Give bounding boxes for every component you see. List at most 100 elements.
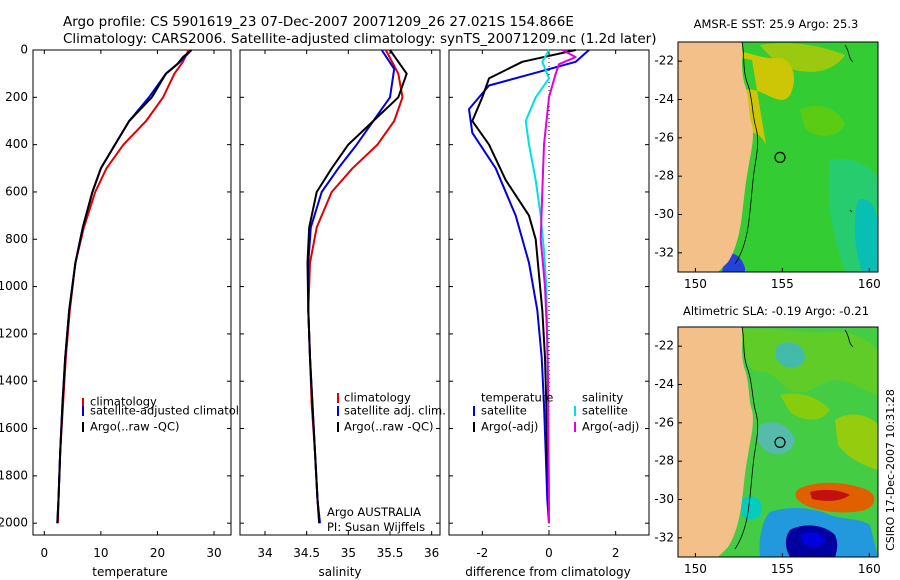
y-tick-label: 1400 [0, 374, 28, 388]
legend-label-sal-argo: Argo(-adj) [582, 420, 639, 434]
legend-label-climatology: climatology [344, 391, 411, 405]
map-x-tick-label: 150 [684, 277, 707, 291]
sla-reef-outline [844, 329, 854, 348]
header-line2: Climatology: CARS2006. Satellite-adjuste… [63, 31, 656, 47]
sla-coastal-low [740, 496, 762, 520]
legend-group-temperature: temperature [481, 391, 553, 405]
x-tick-label: 0 [545, 546, 553, 560]
y-tick-label: 1000 [0, 279, 28, 293]
temperature-series [56, 49, 193, 524]
sla-low-patch-2 [757, 422, 795, 455]
legend-label-climatology: climatology [90, 395, 157, 409]
map-x-tick-label: 160 [858, 562, 881, 576]
sst-map-ticks: 150 155 160 -22 -24 -26 -28 -30 -32 [654, 54, 880, 291]
sla-low-patch [775, 342, 805, 368]
sst-isobath-line [734, 42, 759, 265]
map-y-tick-label: -22 [654, 54, 674, 68]
credit-line1: Argo AUSTRALIA [327, 505, 421, 519]
sst-argo-marker [774, 151, 786, 164]
x-tick-label: 34.5 [293, 546, 320, 560]
x-tick-label: 30 [206, 546, 221, 560]
sla-mid-patch-2 [835, 414, 878, 470]
difference-legend: temperature satellite Argo(-adj) salinit… [473, 391, 639, 434]
sst-land [678, 42, 753, 272]
sla-mid-patch [780, 393, 830, 420]
x-tick-label: 10 [93, 546, 108, 560]
y-tick-label: 400 [5, 137, 28, 151]
sla-land [678, 327, 753, 557]
map-y-tick-label: -32 [654, 245, 674, 259]
salinity-panel: 34 34.5 35 35.5 36 salinity climatology sate… [239, 49, 446, 579]
series-line-temperature-satellite [468, 49, 590, 524]
difference-series [468, 49, 590, 524]
temperature-panel: 0 10 20 30 0 200 400 600 800 1000 1200 1400 1600 1800… [0, 43, 260, 580]
map-x-tick-label: 150 [684, 562, 707, 576]
sla-high-core [810, 489, 850, 501]
header-line1: Argo profile: CS 5901619_23 07-Dec-2007 … [63, 14, 574, 30]
salinity-xlabel: salinity [318, 565, 361, 579]
sla-deep-low-inner [800, 532, 826, 547]
series-line-argo-raw-qc [306, 49, 408, 524]
series-line-temperature-argo-adj [471, 49, 576, 524]
difference-ticks: -2 0 2 [449, 49, 649, 560]
temperature-axes-box [32, 49, 232, 536]
sla-map-ticks: 150 155 160 -22 -24 -26 -28 -30 -32 [654, 339, 880, 576]
y-tick-label: 600 [5, 184, 28, 198]
y-tick-label: 2000 [0, 516, 28, 530]
y-tick-label: 1800 [0, 468, 28, 482]
x-tick-label: -2 [476, 546, 488, 560]
x-tick-label: 34 [257, 546, 272, 560]
x-tick-label: 35.5 [377, 546, 404, 560]
legend-label-argo: Argo(..raw -QC) [344, 420, 434, 434]
map-x-tick-label: 160 [858, 277, 881, 291]
x-tick-label: 0 [40, 546, 48, 560]
y-tick-label: 1200 [0, 326, 28, 340]
map-x-tick-label: 155 [771, 562, 794, 576]
sla-argo-marker [774, 436, 786, 449]
temperature-ticks: 0 10 20 30 0 200 400 600 800 1000 1200 1400 1600 1800… [0, 43, 231, 560]
side-timestamp: CSIRO 17-Dec-2007 10:31:28 [884, 389, 897, 551]
sst-mid-patch [800, 105, 845, 136]
map-y-tick-label: -24 [654, 92, 674, 106]
x-tick-label: 20 [150, 546, 165, 560]
sst-axes-box [677, 41, 879, 273]
sst-warm-patch-2 [760, 43, 845, 72]
sst-reef-outline [844, 44, 854, 213]
salinity-legend: climatology satellite adj. clim. Argo(..… [337, 391, 446, 434]
map-y-tick-label: -26 [654, 415, 674, 429]
legend-label-temp-satellite: satellite [481, 404, 527, 418]
y-tick-label: 0 [20, 43, 28, 57]
sla-isobath-line [734, 327, 759, 550]
sla-map-title: Altimetric SLA: -0.19 Argo: -0.21 [683, 304, 869, 318]
sla-field-patch [740, 328, 878, 395]
x-tick-label: 36 [424, 546, 439, 560]
map-y-tick-label: -28 [654, 454, 674, 468]
legend-label-temp-argo: Argo(-adj) [481, 420, 538, 434]
salinity-ticks: 34 34.5 35 35.5 36 [240, 49, 440, 560]
credit-line2: PI: Susan Wijffels [327, 520, 425, 534]
y-tick-label: 200 [5, 90, 28, 104]
map-y-tick-label: -30 [654, 207, 674, 221]
temperature-xlabel: temperature [92, 565, 167, 579]
sst-cold-patch [854, 199, 878, 272]
difference-xlabel: difference from climatology [465, 565, 631, 579]
difference-panel: -2 0 2 difference from climatology tempera… [448, 49, 650, 579]
legend-label-sal-satellite: satellite [582, 404, 628, 418]
series-line-salinity-argo-adj [539, 49, 577, 524]
x-tick-label: 35 [341, 546, 356, 560]
map-y-tick-label: -22 [654, 339, 674, 353]
series-line-argo-raw-qc [56, 49, 193, 524]
legend-group-salinity: salinity [582, 391, 623, 405]
y-tick-label: 1600 [0, 421, 28, 435]
salinity-axes-box [239, 49, 441, 536]
sst-map-title: AMSR-E SST: 25.9 Argo: 25.3 [694, 17, 859, 31]
salinity-series [306, 49, 408, 524]
sla-axes-box [677, 326, 879, 558]
map-y-tick-label: -32 [654, 530, 674, 544]
map-y-tick-label: -28 [654, 169, 674, 183]
legend-label-argo: Argo(..raw -QC) [90, 420, 180, 434]
sst-map-panel: AMSR-E SST: 25.9 Argo: 25.3 150 155 160 -22… [654, 17, 880, 291]
sla-map-panel: Altimetric SLA: -0.19 Argo: -0.21 150 155… [654, 304, 880, 576]
map-y-tick-label: -30 [654, 492, 674, 506]
